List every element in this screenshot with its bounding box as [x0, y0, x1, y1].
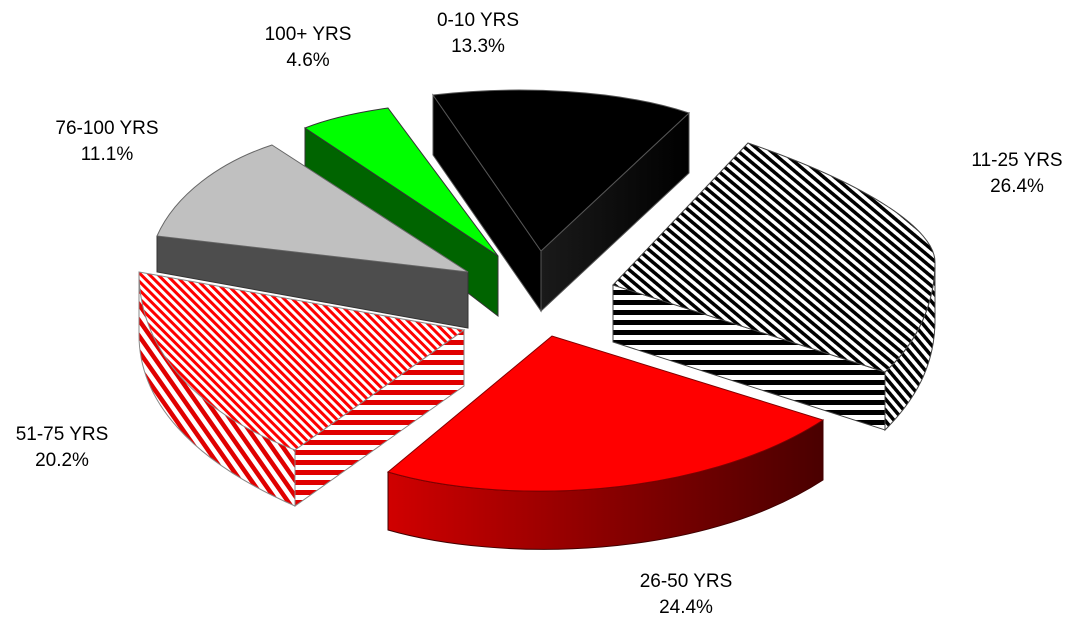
slice-51-75-yrs-top	[138, 271, 466, 451]
value-label-0-10-yrs: 13.3%	[451, 36, 505, 57]
slice-100-plus-yrs-top	[303, 107, 499, 257]
value-label-100-plus-yrs: 4.6%	[286, 50, 329, 71]
label-100-plus-yrs: 100+ YRS	[265, 24, 352, 45]
value-label-11-25-yrs: 26.4%	[990, 176, 1044, 197]
label-51-75-yrs: 51-75 YRS	[16, 424, 109, 445]
label-0-10-yrs: 0-10 YRS	[437, 10, 519, 31]
value-label-26-50-yrs: 24.4%	[659, 597, 713, 618]
slice-26-50-yrs-top	[386, 335, 825, 492]
slice-labels: 0-10 YRS 13.3% 100+ YRS 4.6% 76-100 YRS …	[16, 10, 1063, 618]
slice-0-10-yrs	[432, 89, 690, 313]
slice-76-100-yrs-top	[156, 144, 469, 273]
slice-0-10-yrs-top	[432, 89, 690, 252]
slice-76-100-yrs	[156, 144, 469, 329]
slice-11-25-yrs	[612, 142, 936, 432]
value-label-76-100-yrs: 11.1%	[81, 144, 134, 165]
slice-26-50-yrs	[386, 335, 825, 550]
value-label-51-75-yrs: 20.2%	[35, 450, 89, 471]
label-11-25-yrs: 11-25 YRS	[971, 150, 1062, 171]
label-76-100-yrs: 76-100 YRS	[55, 118, 158, 139]
slice-11-25-yrs-top	[612, 142, 936, 373]
label-26-50-yrs: 26-50 YRS	[640, 571, 733, 592]
slice-51-75-yrs	[138, 271, 466, 507]
